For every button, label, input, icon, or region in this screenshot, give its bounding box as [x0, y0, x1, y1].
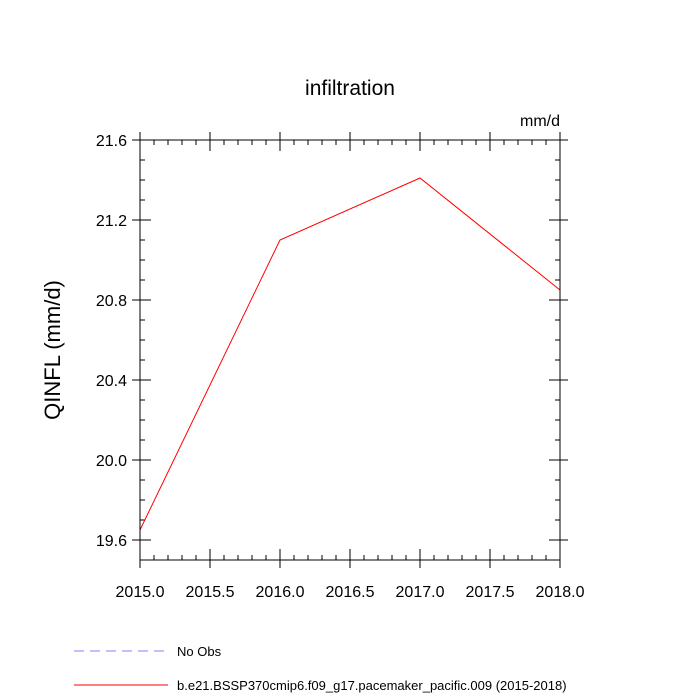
- legend-label: b.e21.BSSP370cmip6.f09_g17.pacemaker_pac…: [177, 678, 567, 693]
- y-tick-label: 20.8: [96, 293, 127, 310]
- y-axis-label: QINFL (mm/d): [40, 280, 65, 420]
- axis-ticks: [132, 132, 568, 568]
- x-tick-label: 2015.5: [186, 584, 235, 601]
- plot-frame: [139, 139, 561, 561]
- units-label: mm/d: [520, 113, 560, 130]
- series-line: [139, 177, 561, 531]
- y-tick-label: 21.2: [96, 213, 127, 230]
- tick-labels: 2015.0 2015.5 2016.0 2016.5 2017.0 2017.5 2018…: [96, 133, 585, 601]
- legend-label: No Obs: [177, 644, 222, 659]
- y-tick-label: 19.6: [96, 533, 127, 550]
- x-tick-label: 2016.0: [256, 584, 305, 601]
- legend: No Obs b.e21.BSSP370cmip6.f09_g17.pacemak…: [74, 644, 567, 693]
- y-tick-label: 20.0: [96, 453, 127, 470]
- x-tick-label: 2018.0: [536, 584, 585, 601]
- chart-title: infiltration: [305, 77, 395, 100]
- x-tick-label: 2015.0: [116, 584, 165, 601]
- series-layer: [139, 177, 561, 531]
- y-tick-label: 20.4: [96, 373, 127, 390]
- x-tick-label: 2016.5: [326, 584, 375, 601]
- y-tick-label: 21.6: [96, 133, 127, 150]
- x-tick-label: 2017.5: [466, 584, 515, 601]
- x-tick-label: 2017.0: [396, 584, 445, 601]
